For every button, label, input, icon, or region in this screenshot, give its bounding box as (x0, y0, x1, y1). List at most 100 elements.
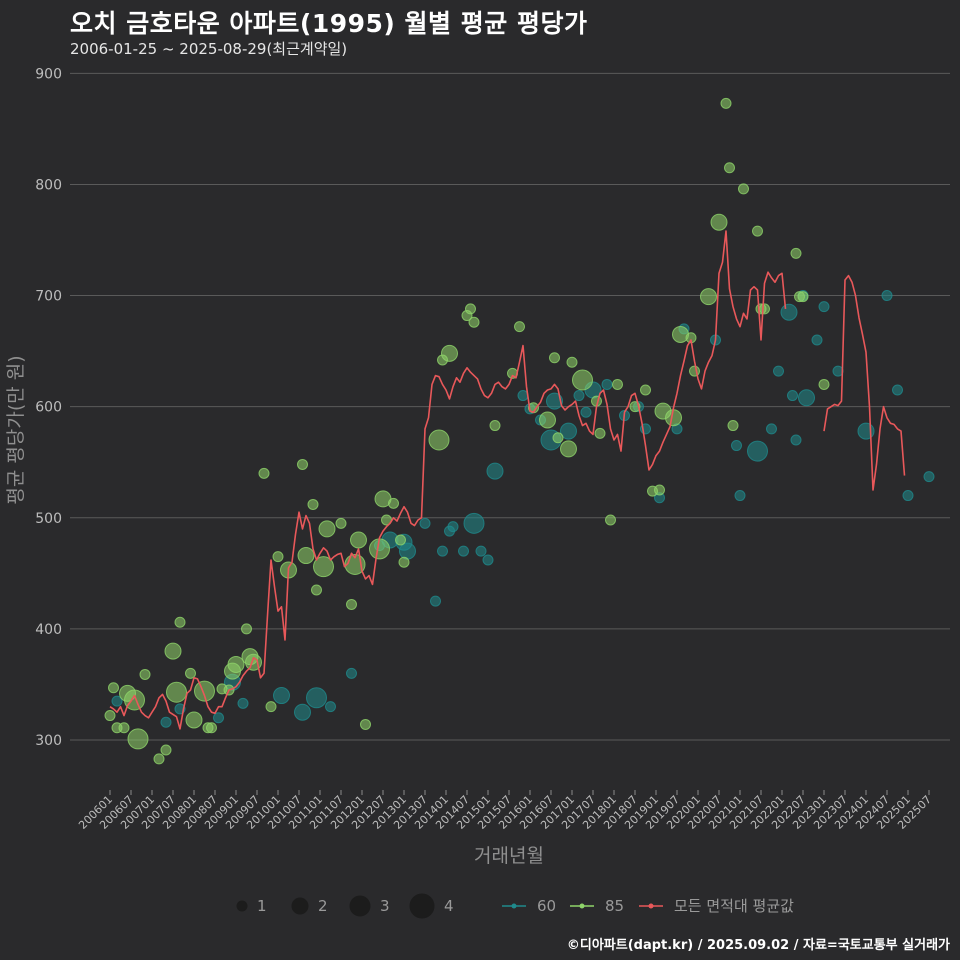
point-60 (306, 687, 327, 709)
legend-size-swatch (349, 895, 371, 917)
y-tick-label: 300 (35, 733, 62, 749)
point-60 (325, 701, 336, 713)
point-60 (560, 422, 577, 440)
point-85 (552, 432, 564, 444)
point-85 (738, 183, 749, 195)
point-85 (710, 213, 728, 231)
point-60 (811, 334, 823, 346)
point-60 (237, 697, 249, 709)
legend-key-dot (648, 903, 654, 909)
point-85 (313, 556, 334, 578)
point-85 (441, 344, 458, 362)
point-60 (601, 378, 613, 390)
point-85 (241, 623, 252, 635)
x-axis-title: 거래년월 (474, 845, 544, 867)
point-60 (419, 517, 431, 529)
legend-size-label: 4 (444, 897, 454, 915)
point-85 (258, 467, 270, 479)
point-85 (166, 681, 187, 703)
point-85 (127, 728, 149, 750)
point-60 (798, 389, 815, 407)
series-85-points (104, 97, 830, 765)
point-60 (766, 423, 777, 435)
point-85 (514, 321, 525, 333)
y-tick-label: 400 (35, 622, 62, 638)
credit-text: ©디아파트(dapt.kr) / 2025.09.02 / 자료=국토교통부 실… (566, 938, 950, 953)
y-tick-labels: 300 400 500 600 700 800 900 (35, 66, 62, 749)
point-85 (465, 303, 476, 315)
point-60 (857, 422, 875, 440)
point-60 (111, 695, 123, 707)
point-85 (194, 680, 215, 702)
x-tick-labels: 2006012006072007012007072008012008072009… (76, 790, 934, 832)
point-60 (294, 703, 311, 721)
point-85 (612, 378, 623, 390)
y-tick-label: 800 (35, 177, 62, 193)
point-85 (724, 162, 735, 174)
point-85 (549, 352, 560, 364)
point-85 (206, 722, 217, 734)
chart-subtitle: 2006-01-25 ~ 2025-08-29(최근계약일) (70, 40, 348, 58)
legend-size-swatch (409, 893, 435, 919)
point-85 (605, 514, 616, 526)
point-85 (335, 517, 347, 529)
point-85 (307, 498, 319, 510)
point-85 (398, 556, 410, 568)
point-85 (572, 369, 593, 391)
point-60 (731, 440, 742, 452)
point-85 (350, 531, 367, 549)
point-85 (318, 520, 336, 538)
legend-size-label: 1 (257, 897, 267, 915)
point-60 (437, 545, 448, 557)
point-85 (759, 303, 770, 315)
point-60 (790, 434, 802, 446)
legend-size-swatch (236, 900, 248, 912)
point-85 (566, 356, 578, 368)
point-85 (360, 718, 371, 730)
point-85 (689, 365, 700, 377)
point-60 (447, 521, 459, 533)
legend-key-dot (579, 903, 585, 909)
point-85 (818, 378, 830, 390)
point-85 (185, 667, 196, 679)
point-60 (463, 512, 485, 534)
point-85 (388, 497, 399, 509)
point-60 (773, 365, 784, 377)
point-60 (213, 712, 224, 724)
point-60 (902, 490, 914, 502)
point-85 (265, 701, 277, 713)
point-85 (489, 420, 501, 432)
point-60 (734, 490, 746, 502)
point-85 (654, 484, 665, 496)
point-60 (580, 406, 592, 418)
legend-series-label: 60 (537, 897, 556, 915)
series-average-line (109, 230, 906, 730)
legend-key-dot (511, 903, 517, 909)
point-85 (124, 689, 145, 711)
point-60 (458, 545, 469, 557)
point-85 (297, 547, 315, 565)
average-line (109, 230, 906, 730)
point-85 (346, 598, 357, 610)
point-85 (790, 247, 802, 259)
point-60 (787, 390, 798, 402)
point-60 (399, 542, 416, 560)
point-85 (174, 616, 186, 628)
legend-size-label: 3 (380, 897, 390, 915)
point-85 (108, 682, 119, 694)
y-tick-label: 600 (35, 400, 62, 416)
point-60 (482, 554, 494, 566)
point-85 (185, 711, 203, 729)
point-60 (160, 716, 172, 728)
point-85 (797, 291, 809, 303)
legend: 1 2 3 4 60 85 모든 면적대 평균값 (236, 893, 794, 919)
legend-series-label: 모든 면적대 평균값 (674, 897, 794, 915)
y-tick-label: 700 (35, 289, 62, 305)
point-85 (311, 584, 322, 596)
point-60 (747, 440, 768, 462)
point-60 (546, 392, 563, 410)
point-60 (573, 390, 585, 402)
point-85 (160, 744, 172, 756)
point-85 (139, 668, 151, 680)
point-60 (881, 290, 893, 302)
